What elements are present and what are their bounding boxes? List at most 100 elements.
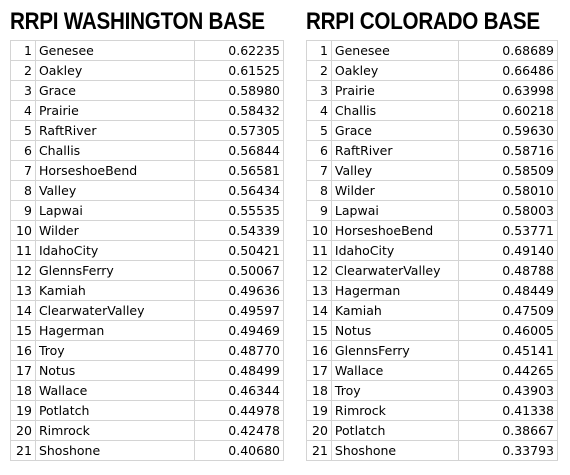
rank-cell: 10	[306, 220, 332, 241]
table-row: 4 Prairie 0.58432	[10, 100, 285, 121]
value-cell: 0.43903	[458, 380, 558, 401]
table-row: 11 IdahoCity 0.49140	[306, 240, 558, 261]
name-cell: Rimrock	[34, 420, 195, 441]
rank-cell: 6	[306, 140, 332, 161]
name-cell: Genesee	[34, 40, 195, 61]
value-cell: 0.59630	[458, 120, 558, 141]
value-cell: 0.49140	[458, 240, 558, 261]
rank-cell: 8	[306, 180, 332, 201]
value-cell: 0.47509	[458, 300, 558, 321]
rank-cell: 4	[10, 100, 36, 121]
name-cell: Troy	[34, 340, 195, 361]
value-cell: 0.50067	[193, 260, 285, 281]
table-row: 19 Rimrock 0.41338	[306, 400, 558, 421]
table-row: 13 Kamiah 0.49636	[10, 280, 285, 301]
table-row: 21 Shoshone 0.33793	[306, 440, 558, 461]
value-cell: 0.60218	[458, 100, 558, 121]
name-cell: HorseshoeBend	[34, 160, 195, 181]
rank-cell: 9	[306, 200, 332, 221]
name-cell: Notus	[34, 360, 195, 381]
value-cell: 0.53771	[458, 220, 558, 241]
table-row: 15 Notus 0.46005	[306, 320, 558, 341]
name-cell: GlennsFerry	[330, 340, 460, 361]
value-cell: 0.68689	[458, 40, 558, 61]
table-row: 3 Grace 0.58980	[10, 80, 285, 101]
value-cell: 0.49597	[193, 300, 285, 321]
value-cell: 0.41338	[458, 400, 558, 421]
table-row: 9 Lapwai 0.58003	[306, 200, 558, 221]
value-cell: 0.58980	[193, 80, 285, 101]
rank-cell: 6	[10, 140, 36, 161]
table-row: 2 Oakley 0.66486	[306, 60, 558, 81]
name-cell: Kamiah	[330, 300, 460, 321]
name-cell: Valley	[330, 160, 460, 181]
name-cell: Oakley	[34, 60, 195, 81]
value-cell: 0.38667	[458, 420, 558, 441]
table-title: RRPI COLORADO BASE	[306, 8, 540, 35]
name-cell: Genesee	[330, 40, 460, 61]
value-cell: 0.33793	[458, 440, 558, 461]
value-cell: 0.44265	[458, 360, 558, 381]
name-cell: GlennsFerry	[34, 260, 195, 281]
rank-cell: 14	[306, 300, 332, 321]
name-cell: Challis	[330, 100, 460, 121]
name-cell: Prairie	[34, 100, 195, 121]
name-cell: HorseshoeBend	[330, 220, 460, 241]
name-cell: Challis	[34, 140, 195, 161]
rank-cell: 20	[306, 420, 332, 441]
table-title: RRPI WASHINGTON BASE	[10, 8, 265, 35]
value-cell: 0.58716	[458, 140, 558, 161]
rank-cell: 9	[10, 200, 36, 221]
rank-cell: 12	[10, 260, 36, 281]
value-cell: 0.46344	[193, 380, 285, 401]
table-row: 12 GlennsFerry 0.50067	[10, 260, 285, 281]
name-cell: Shoshone	[34, 440, 195, 461]
rank-cell: 16	[306, 340, 332, 361]
value-cell: 0.48770	[193, 340, 285, 361]
name-cell: Hagerman	[330, 280, 460, 301]
name-cell: Wilder	[34, 220, 195, 241]
value-cell: 0.48788	[458, 260, 558, 281]
table-row: 13 Hagerman 0.48449	[306, 280, 558, 301]
value-cell: 0.46005	[458, 320, 558, 341]
name-cell: Wallace	[330, 360, 460, 381]
table-row: 6 Challis 0.56844	[10, 140, 285, 161]
rank-cell: 1	[306, 40, 332, 61]
rank-cell: 12	[306, 260, 332, 281]
rank-cell: 10	[10, 220, 36, 241]
table-row: 18 Troy 0.43903	[306, 380, 558, 401]
name-cell: Potlatch	[330, 420, 460, 441]
rank-cell: 5	[10, 120, 36, 141]
value-cell: 0.58010	[458, 180, 558, 201]
table: 1 Genesee 0.68689 2 Oakley 0.66486 3 Prairie 0.6…	[306, 40, 558, 461]
rank-cell: 21	[306, 440, 332, 461]
table-row: 5 RaftRiver 0.57305	[10, 120, 285, 141]
rank-cell: 18	[306, 380, 332, 401]
value-cell: 0.48449	[458, 280, 558, 301]
table-row: 2 Oakley 0.61525	[10, 60, 285, 81]
rank-cell: 20	[10, 420, 36, 441]
value-cell: 0.56581	[193, 160, 285, 181]
table-row: 15 Hagerman 0.49469	[10, 320, 285, 341]
table-row: 14 Kamiah 0.47509	[306, 300, 558, 321]
rank-cell: 19	[10, 400, 36, 421]
table-row: 10 HorseshoeBend 0.53771	[306, 220, 558, 241]
table-block: RRPI COLORADO BASE 1 Genesee 0.68689 2 Oakle…	[306, 6, 570, 461]
rank-cell: 13	[10, 280, 36, 301]
rank-cell: 2	[10, 60, 36, 81]
name-cell: Grace	[34, 80, 195, 101]
rank-cell: 16	[10, 340, 36, 361]
rank-cell: 3	[10, 80, 36, 101]
name-cell: RaftRiver	[34, 120, 195, 141]
table-row: 18 Wallace 0.46344	[10, 380, 285, 401]
name-cell: Kamiah	[34, 280, 195, 301]
value-cell: 0.48499	[193, 360, 285, 381]
rank-cell: 7	[306, 160, 332, 181]
table-row: 20 Potlatch 0.38667	[306, 420, 558, 441]
name-cell: ClearwaterValley	[34, 300, 195, 321]
name-cell: RaftRiver	[330, 140, 460, 161]
table-row: 1 Genesee 0.62235	[10, 40, 285, 61]
value-cell: 0.58509	[458, 160, 558, 181]
rank-cell: 18	[10, 380, 36, 401]
name-cell: Wallace	[34, 380, 195, 401]
